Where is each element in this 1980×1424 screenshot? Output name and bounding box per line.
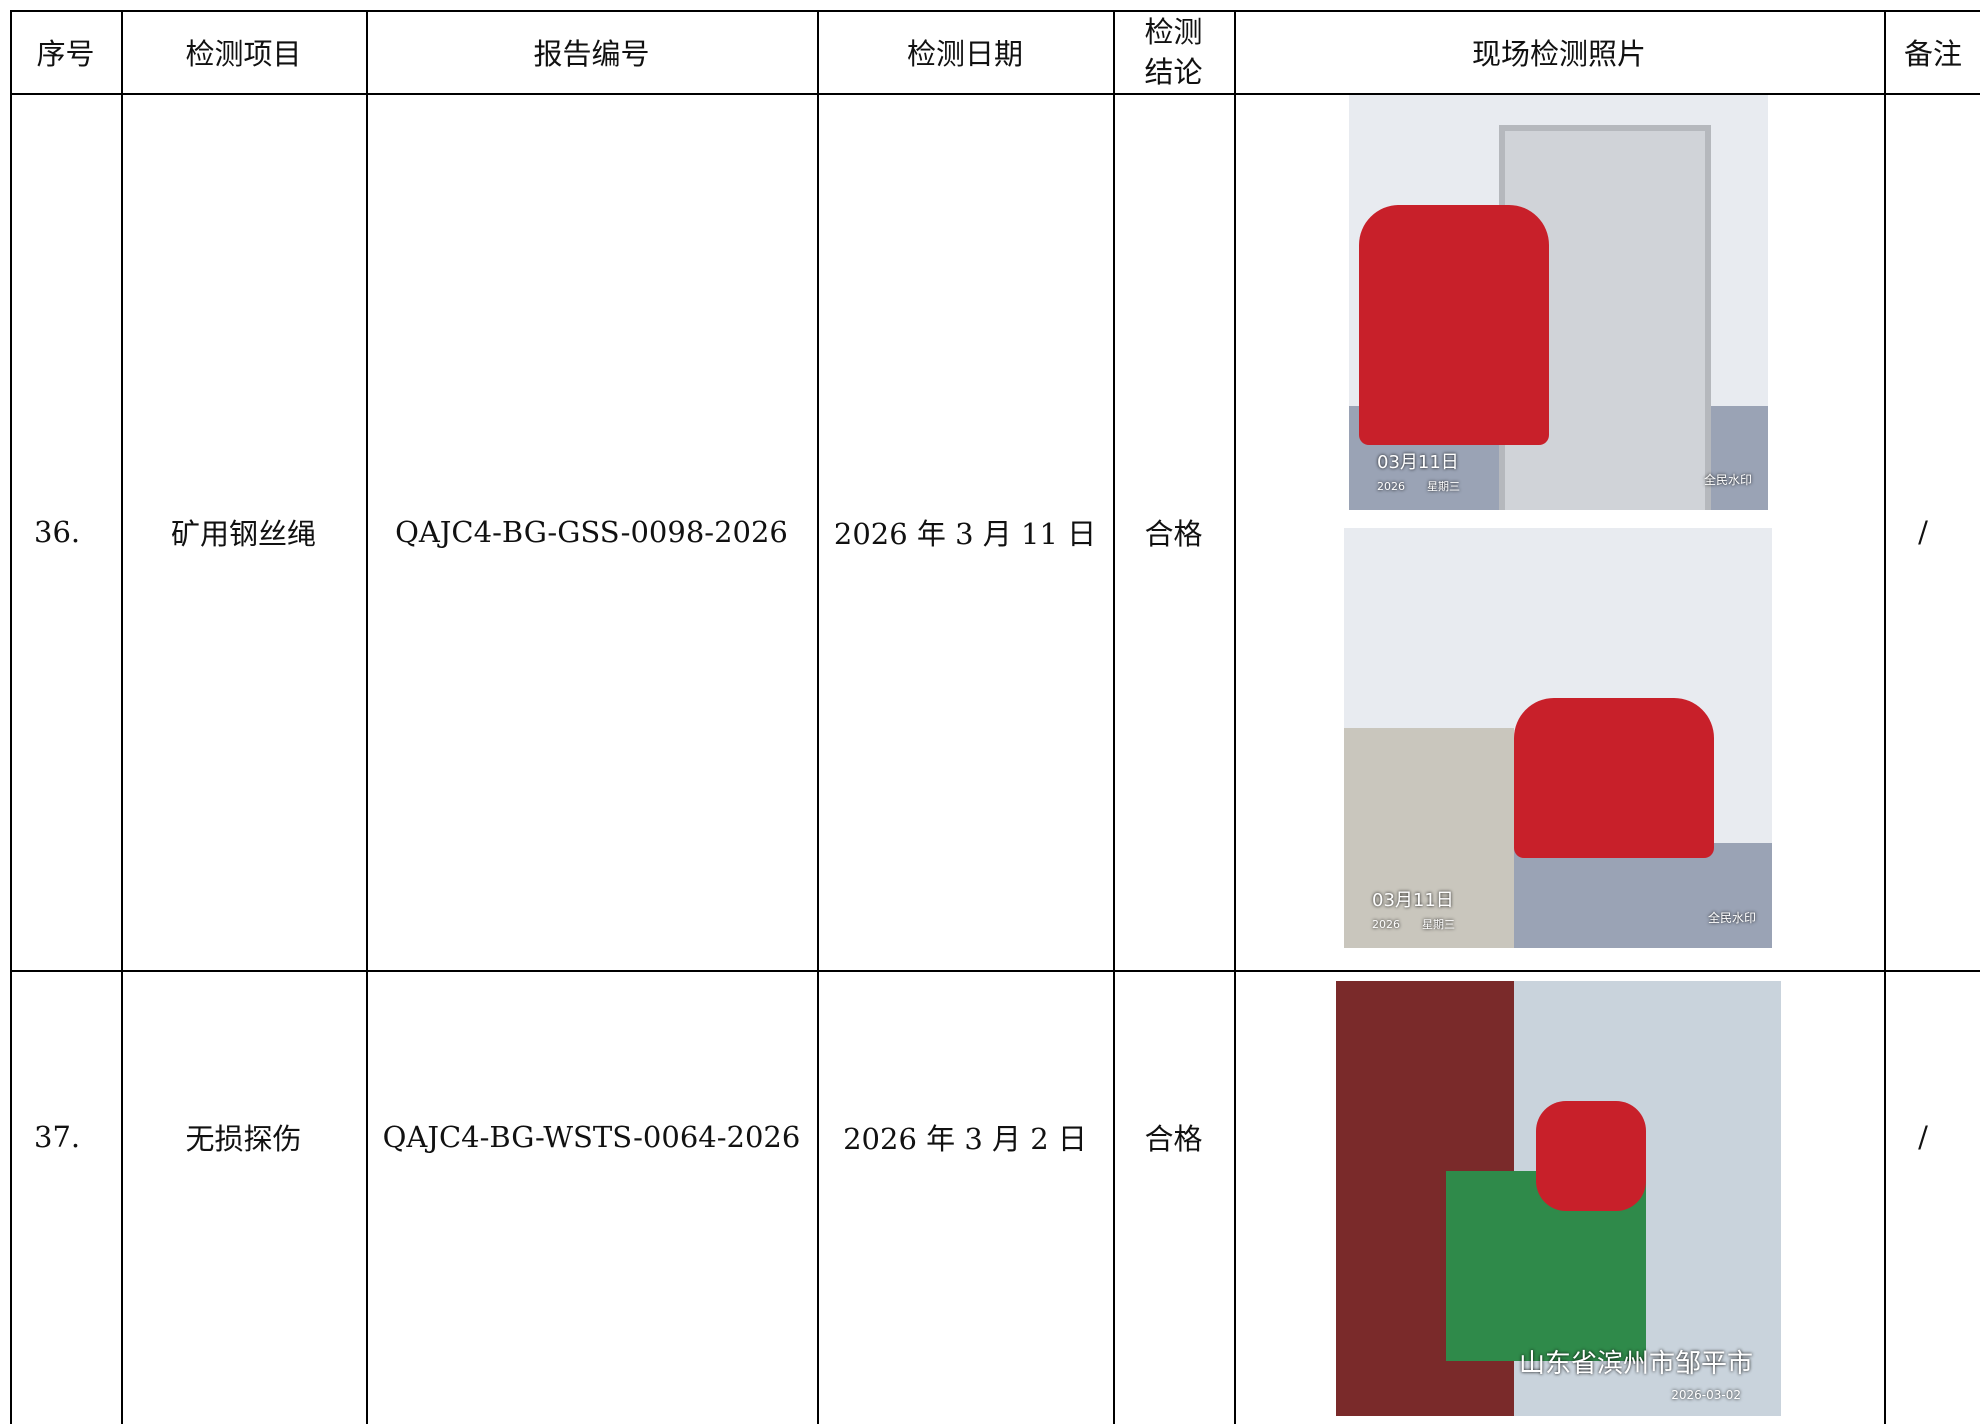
row-number: 36. <box>34 514 81 549</box>
watermark: 山东省滨州市邹平市 <box>1518 1349 1753 1379</box>
body-cell: QAJC4-BG-WSTS-0064-2026 <box>366 970 817 1304</box>
remark: / <box>1918 1120 1928 1154</box>
cell-text: 无损探伤 <box>185 1122 302 1156</box>
grid-line <box>366 10 368 1424</box>
cell-text: 2026 年 3 月 11 日 <box>833 516 1097 551</box>
header-cell: 检测项目 <box>121 10 366 93</box>
body-cell: 无损探伤 <box>121 970 366 1304</box>
grid-line <box>121 10 123 1424</box>
grid-line <box>1234 10 1236 1424</box>
body-cell: / <box>1884 970 1980 1304</box>
grid-line <box>10 93 1980 95</box>
inspection-photo: 03月11日 2026 星期三 全民水印 <box>1344 528 1772 948</box>
cell-text: QAJC4-BG-GSS-0098-2026 <box>395 514 788 549</box>
watermark: 2026 星期三 <box>1372 918 1455 931</box>
watermark: 03月11日 <box>1372 890 1454 911</box>
header-cell: 备注 <box>1884 10 1980 93</box>
header-cell: 报告编号 <box>366 10 817 93</box>
row-number: 37. <box>34 1120 81 1154</box>
watermark: 03月11日 <box>1377 452 1459 473</box>
inspection-photo: 03月11日 2026 星期三 全民水印 <box>1349 95 1768 510</box>
body-cell: 37. <box>10 970 121 1304</box>
header-text: 检测日期 <box>906 36 1023 71</box>
grid-line <box>1113 10 1115 1424</box>
body-cell: QAJC4-BG-GSS-0098-2026 <box>366 93 817 970</box>
grid-line <box>1884 10 1886 1424</box>
body-cell: 合格 <box>1113 93 1234 970</box>
header-text: 报告编号 <box>533 36 650 71</box>
header-text: 现场检测照片 <box>1471 36 1646 71</box>
grid-line <box>10 10 12 1424</box>
cell-text: QAJC4-BG-WSTS-0064-2026 <box>382 1120 801 1154</box>
grid-line <box>10 970 1980 972</box>
worker <box>1359 205 1549 445</box>
cell-text: 2026 年 3 月 2 日 <box>843 1122 1087 1156</box>
header-text: 序号 <box>36 36 95 71</box>
body-cell: 2026 年 3 月 11 日 <box>817 93 1113 970</box>
watermark: 2026-03-02 <box>1671 1388 1741 1402</box>
body-cell: 矿用钢丝绳 <box>121 93 366 970</box>
machine <box>1344 728 1514 948</box>
worker <box>1514 698 1714 858</box>
watermark: 2026 星期三 <box>1377 480 1460 493</box>
cell-text: 合格 <box>1144 1122 1203 1156</box>
cell-text: 合格 <box>1144 516 1203 551</box>
header-cell: 检测结论 <box>1113 10 1234 93</box>
body-cell: 36. <box>10 93 121 970</box>
header-cell: 现场检测照片 <box>1234 10 1884 93</box>
grid-line <box>10 10 1980 12</box>
header-text: 检测项目 <box>185 36 302 71</box>
watermark: 全民水印 <box>1703 473 1752 487</box>
body-cell: / <box>1884 93 1980 970</box>
remark: / <box>1918 514 1928 549</box>
body-cell: 2026 年 3 月 2 日 <box>817 970 1113 1304</box>
worker <box>1536 1101 1646 1211</box>
header-text: 备注 <box>1904 36 1963 71</box>
body-cell: 合格 <box>1113 970 1234 1304</box>
header-cell: 检测日期 <box>817 10 1113 93</box>
inspection-photo: 山东省滨州市邹平市 2026-03-02 <box>1336 981 1781 1416</box>
grid-line <box>817 10 819 1424</box>
header-cell: 序号 <box>10 10 121 93</box>
cell-text: 矿用钢丝绳 <box>170 516 316 551</box>
watermark: 全民水印 <box>1707 911 1756 925</box>
header-text: 检测结论 <box>1144 14 1203 89</box>
